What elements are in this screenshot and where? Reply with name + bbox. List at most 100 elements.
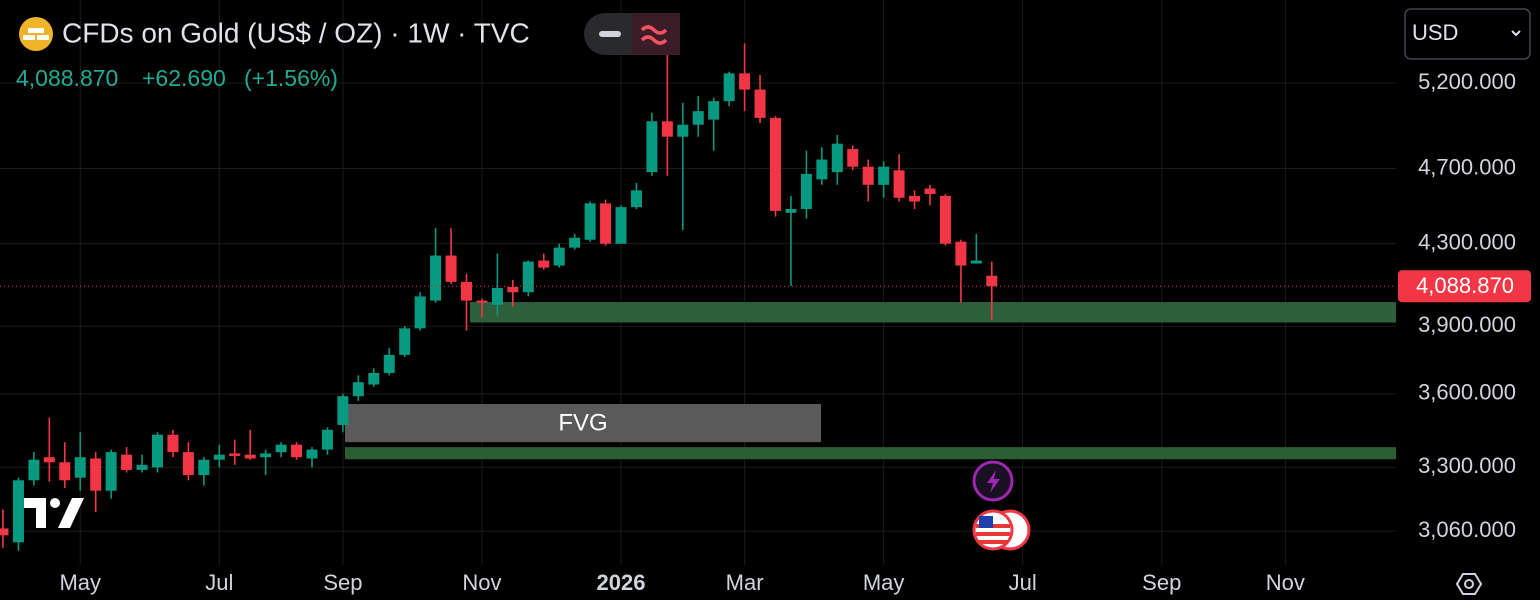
zone-label: FVG <box>558 409 607 436</box>
x-tick-label: 2026 <box>597 570 646 595</box>
candle-body <box>538 260 550 268</box>
candle-body <box>739 73 751 90</box>
price-change-percent: (+1.56%) <box>244 65 338 91</box>
candle-body <box>213 454 225 460</box>
candle-body <box>260 453 272 458</box>
event-icon[interactable] <box>972 460 1014 502</box>
economic-event-icon[interactable] <box>972 509 1031 551</box>
x-tick-label: Nov <box>462 570 501 595</box>
candle-body <box>939 195 951 244</box>
candle-body <box>816 159 828 180</box>
candle-body <box>909 195 921 202</box>
candle-body <box>352 382 364 397</box>
tradingview-logo <box>24 498 84 528</box>
y-tick-label: 4,700.000 <box>1418 154 1516 179</box>
candle-body <box>414 296 426 329</box>
candle-body <box>105 452 117 491</box>
x-tick-label: Jul <box>205 570 233 595</box>
candle-body <box>569 237 581 248</box>
candle-body <box>152 434 163 468</box>
candle-body <box>445 255 457 282</box>
plot-area: FVG <box>0 0 1396 565</box>
y-tick-label: 3,600.000 <box>1418 380 1516 405</box>
candle-body <box>692 111 704 125</box>
candle-body <box>229 453 241 456</box>
chart-title: CFDs on Gold (US$ / OZ) · 1W · TVC <box>62 17 530 48</box>
candle-body <box>553 247 565 266</box>
candle-body <box>831 143 843 173</box>
candle-body <box>275 444 287 453</box>
last-price-label: 4,088.870 <box>1416 273 1514 298</box>
candle-body <box>708 101 720 120</box>
y-tick-label: 3,900.000 <box>1418 312 1516 337</box>
candle-body <box>28 459 40 481</box>
candle-body <box>12 480 24 543</box>
candle-body <box>90 458 102 491</box>
price-zone <box>345 447 1396 460</box>
y-tick-label: 5,200.000 <box>1418 69 1516 94</box>
candle-body <box>182 452 194 476</box>
last-price-badge <box>1398 270 1531 303</box>
candle-body <box>847 148 859 167</box>
y-tick-label: 3,060.000 <box>1418 517 1516 542</box>
candle-body <box>337 396 349 425</box>
candle-body <box>924 188 936 195</box>
candle-body <box>74 457 86 478</box>
candle-body <box>491 288 503 305</box>
currency-dropdown[interactable]: USD <box>1404 8 1531 60</box>
candle-body <box>136 464 148 470</box>
candle-body <box>383 354 395 373</box>
candle-body <box>878 166 890 185</box>
candle-body <box>600 203 612 244</box>
candle-body <box>862 166 874 185</box>
candle-body <box>461 281 472 301</box>
candle-body <box>167 434 179 453</box>
candle-body <box>785 209 797 213</box>
x-tick-label: Nov <box>1266 570 1305 595</box>
x-tick-label: May <box>863 570 905 595</box>
candle-body <box>723 73 735 102</box>
x-tick-label: Jul <box>1009 570 1037 595</box>
candle-body <box>970 260 982 264</box>
candle-body <box>800 173 812 210</box>
candle-body <box>661 121 673 137</box>
candle-body <box>677 124 689 137</box>
price-change: +62.690 <box>142 65 226 91</box>
x-tick-label: Mar <box>726 570 764 595</box>
candle-body <box>986 275 998 287</box>
symbol-icon <box>19 17 53 51</box>
candle-body <box>43 457 55 463</box>
candle-body <box>630 190 642 208</box>
candle-body <box>244 454 256 459</box>
candle-body <box>754 89 766 118</box>
y-tick-label: 4,300.000 <box>1418 229 1516 254</box>
x-tick-label: Sep <box>1142 570 1181 595</box>
x-tick-label: Sep <box>323 570 362 595</box>
x-tick-label: May <box>59 570 101 595</box>
candle-body <box>321 429 333 450</box>
settings-icon[interactable] <box>1455 573 1483 595</box>
last-price: 4,088.870 <box>16 65 118 91</box>
candle-body <box>368 372 380 385</box>
y-tick-label: 3,300.000 <box>1418 453 1516 478</box>
price-zone <box>470 302 1396 323</box>
candle-body <box>893 170 905 198</box>
candle-body <box>198 459 210 476</box>
candle-body <box>507 287 519 293</box>
currency-label[interactable]: USD <box>1412 20 1458 45</box>
candle-body <box>770 117 781 211</box>
price-zone <box>345 403 821 443</box>
candle-body <box>59 462 71 481</box>
indicator-toggle[interactable] <box>584 13 680 55</box>
candle-body <box>646 121 658 173</box>
candle-body <box>584 203 596 240</box>
candle-body <box>121 454 133 470</box>
candle-body <box>0 528 9 536</box>
candle-body <box>476 300 488 303</box>
candle-body <box>291 444 303 458</box>
candle-body <box>399 328 411 355</box>
candle-body <box>522 261 534 293</box>
